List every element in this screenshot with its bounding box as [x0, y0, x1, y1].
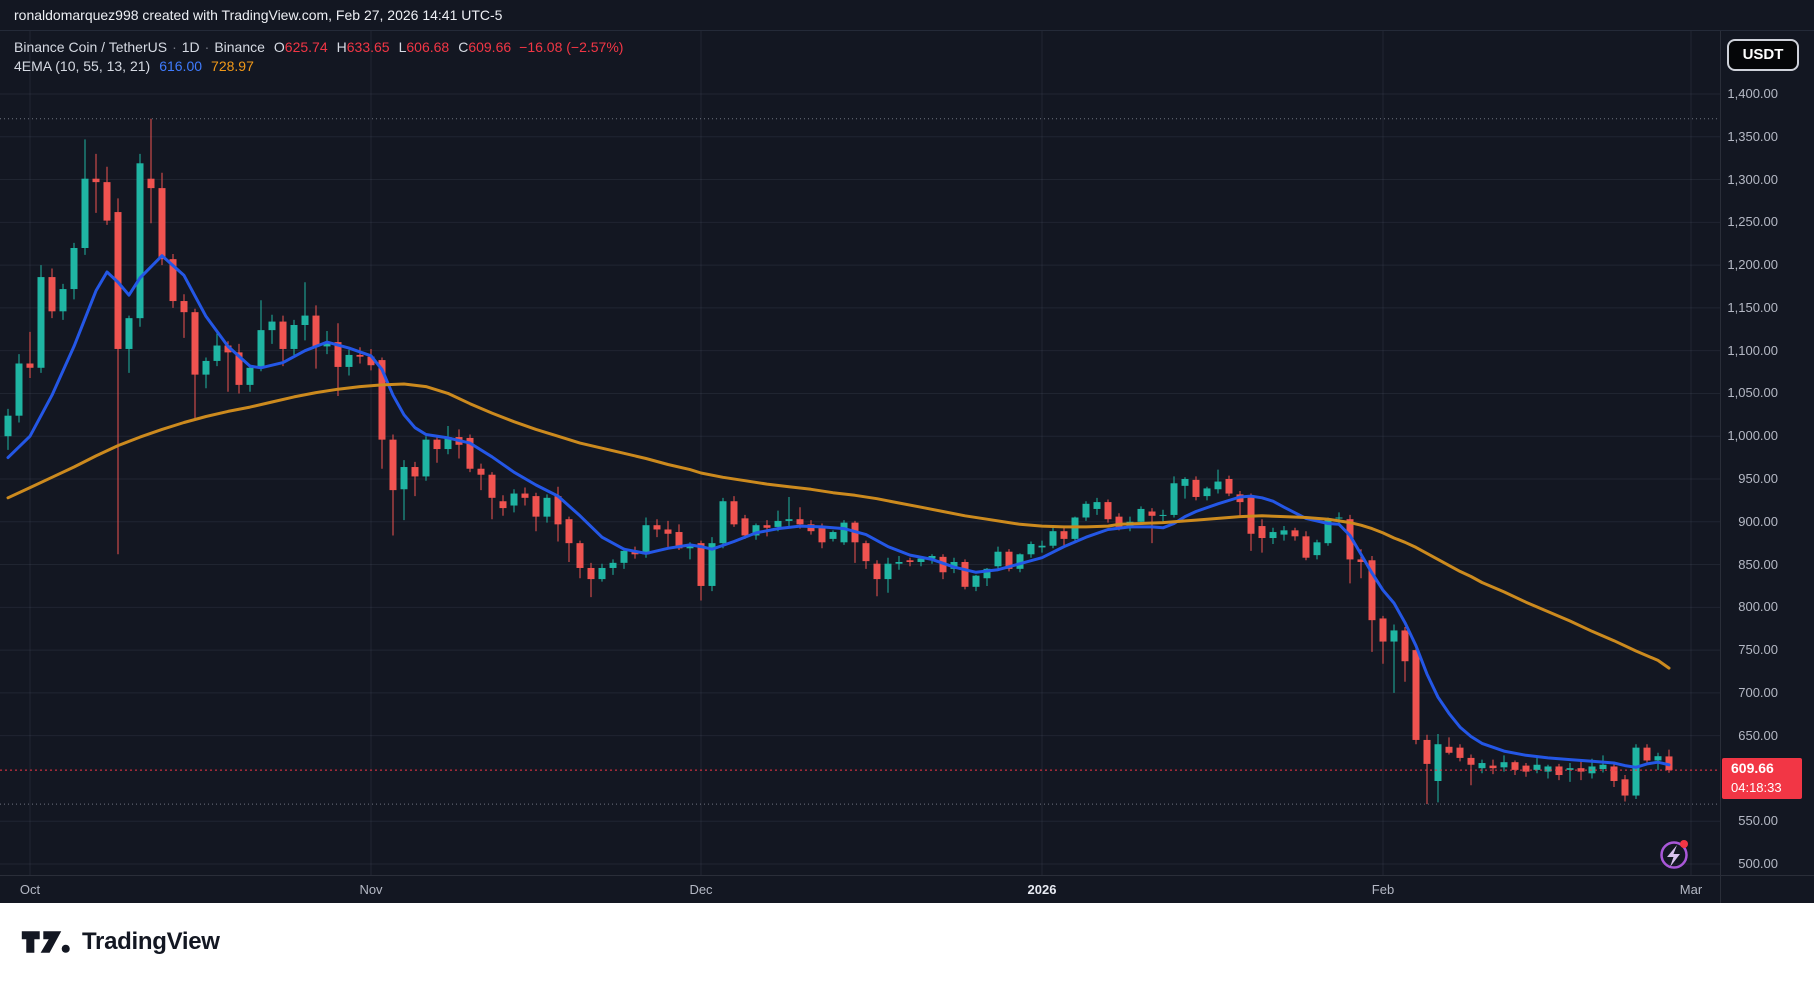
price-axis-label: 1,000.00	[1727, 428, 1778, 444]
high-low-levels	[0, 118, 1720, 805]
close-key: C	[458, 39, 469, 55]
tradingview-mark-icon	[21, 931, 70, 953]
tradingview-logo[interactable]: TradingView	[20, 925, 220, 959]
time-axis[interactable]: Oct Nov Dec 2026 Feb Mar	[0, 875, 1720, 904]
price-axis-label: 700.00	[1738, 684, 1778, 700]
price-axis-label: 500.00	[1738, 856, 1778, 871]
exchange-label: Binance	[214, 39, 265, 55]
price-axis-label: 1,250.00	[1727, 214, 1778, 230]
price-axis-label: 1,050.00	[1727, 385, 1778, 401]
price-axis-label: 900.00	[1738, 513, 1778, 529]
price-axis-label: 1,150.00	[1727, 299, 1778, 315]
close-value: 609.66	[468, 39, 512, 55]
footer: TradingView	[0, 903, 1814, 981]
time-axis-label: Mar	[1679, 882, 1703, 897]
indicator-row[interactable]: 4EMA (10, 55, 13, 21) 616.00 728.97	[14, 57, 623, 76]
price-axis-label: 800.00	[1738, 599, 1778, 615]
last-price-value: 609.66	[1731, 760, 1774, 777]
chart-legend: Binance Coin / TetherUS · 1D · Binance O625.7…	[14, 38, 623, 76]
high-value: 633.65	[346, 39, 390, 55]
time-axis-label: Dec	[689, 882, 713, 897]
lightning-icon[interactable]	[1660, 840, 1689, 869]
price-axis-label: 850.00	[1738, 556, 1778, 572]
separator: ·	[204, 39, 210, 55]
currency-button[interactable]: USDT	[1727, 39, 1799, 71]
ema-fast-line[interactable]	[6, 254, 1671, 769]
tradingview-wordmark: TradingView	[82, 928, 220, 955]
candlestick-series	[4, 118, 1673, 805]
attribution-text: ronaldomarquez998 created with TradingVi…	[14, 7, 503, 23]
price-axis-label: 550.00	[1738, 813, 1778, 829]
last-price-label[interactable]: 609.66 04:18:33	[1722, 758, 1802, 800]
price-axis-label: 1,350.00	[1727, 128, 1778, 144]
price-axis-label: 950.00	[1738, 471, 1778, 486]
price-axis-label: 1,100.00	[1727, 342, 1778, 358]
chart-pane[interactable]: Binance Coin / TetherUS · 1D · Binance O625.7…	[0, 30, 1814, 904]
open-key: O	[273, 39, 285, 55]
time-axis-label: Feb	[1371, 882, 1395, 897]
price-axis-label: 1,200.00	[1727, 257, 1778, 273]
axis-corner	[1720, 875, 1814, 904]
time-axis-label: 2026	[1027, 882, 1057, 897]
ema-slow-line[interactable]	[6, 382, 1671, 670]
low-value: 606.68	[406, 39, 450, 55]
price-axis-label: 1,300.00	[1727, 171, 1778, 187]
open-value: 625.74	[284, 39, 328, 55]
price-axis-label: 750.00	[1738, 642, 1778, 658]
indicator-slow-value: 728.97	[211, 58, 254, 74]
interval-label[interactable]: 1D	[181, 39, 200, 55]
bar-countdown: 04:18:33	[1731, 780, 1782, 796]
attribution-bar: ronaldomarquez998 created with TradingVi…	[0, 0, 1814, 30]
candlestick-chart[interactable]	[0, 31, 1720, 875]
price-axis-label: 1,400.00	[1727, 86, 1778, 101]
price-axis-label: 650.00	[1738, 727, 1778, 743]
indicator-fast-value: 616.00	[159, 58, 203, 74]
high-key: H	[336, 39, 347, 55]
gridlines	[0, 31, 1720, 875]
symbol-row[interactable]: Binance Coin / TetherUS · 1D · Binance O625.7…	[14, 38, 623, 57]
change-value: −16.08 (−2.57%)	[519, 39, 624, 55]
indicator-name[interactable]: 4EMA (10, 55, 13, 21)	[14, 58, 151, 74]
symbol-title[interactable]: Binance Coin / TetherUS	[14, 39, 168, 55]
low-key: L	[398, 39, 407, 55]
time-axis-label: Oct	[19, 882, 41, 897]
time-axis-label: Nov	[359, 882, 383, 897]
separator: ·	[172, 39, 177, 55]
price-axis[interactable]: USDT 609.66 04:18:33 1,400.00 1,350.00 1,3…	[1720, 31, 1814, 875]
